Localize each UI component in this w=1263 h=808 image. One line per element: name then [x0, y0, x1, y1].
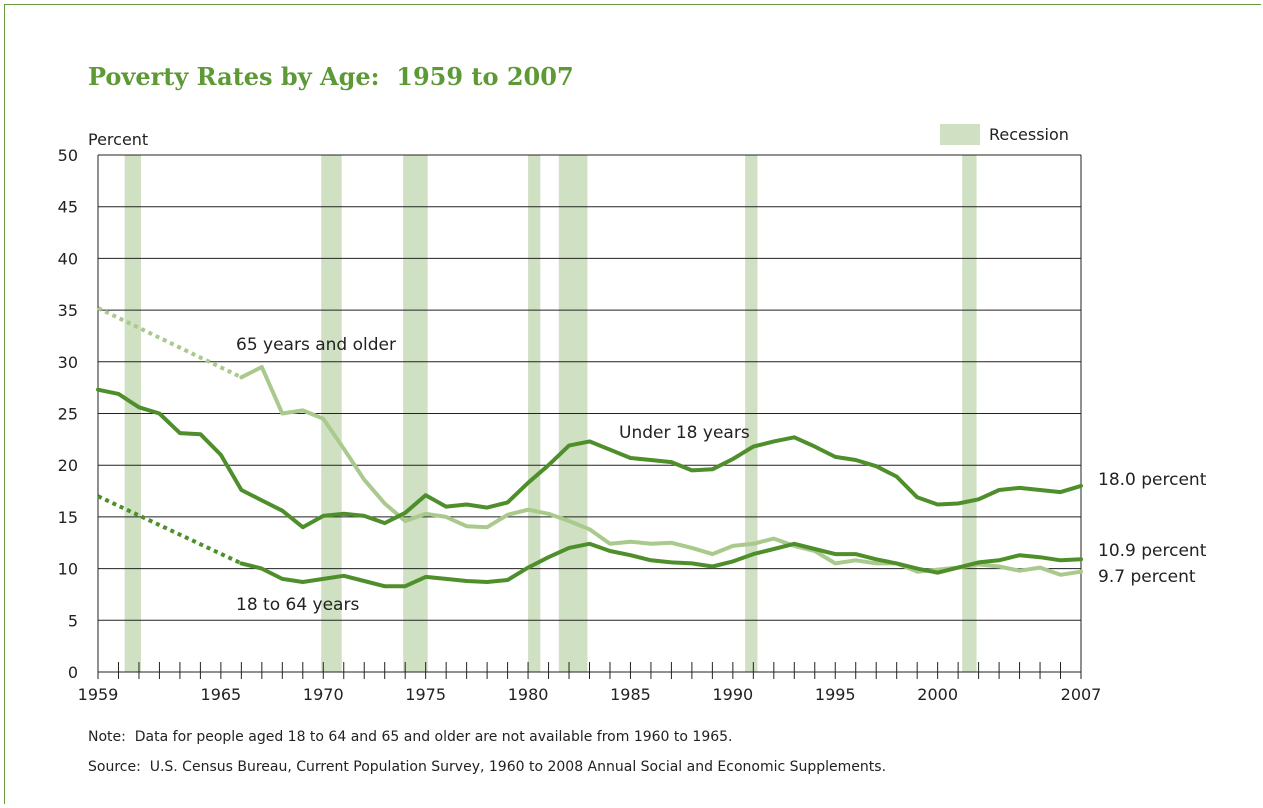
x-tick-label-1965: 1965 — [201, 685, 242, 704]
note-text: Note: Data for people aged 18 to 64 and … — [88, 729, 733, 745]
x-tick-label-1975: 1975 — [405, 685, 446, 704]
series-1-gap-segment — [97, 306, 243, 380]
label-under-18-years: Under 18 years — [619, 423, 750, 443]
series-line-under-18-years — [96, 387, 1083, 530]
legend-swatch — [940, 124, 980, 145]
end-label-18-to-64: 10.9 percent — [1098, 541, 1207, 561]
y-tick-label-20: 20 — [58, 456, 78, 475]
end-label-under-18: 18.0 percent — [1098, 470, 1207, 490]
x-tick-label-1970: 1970 — [303, 685, 344, 704]
x-tick-label-1995: 1995 — [815, 685, 856, 704]
series-lines — [96, 306, 1083, 589]
label-18-to-64-years: 18 to 64 years — [236, 595, 359, 615]
x-tick-label-1985: 1985 — [610, 685, 651, 704]
y-tick-label-40: 40 — [58, 249, 78, 268]
y-tick-label-5: 5 — [68, 611, 78, 630]
x-tick-label-2007: 2007 — [1061, 685, 1102, 704]
label-65-years-and-older: 65 years and older — [236, 335, 396, 355]
y-tick-label-45: 45 — [58, 198, 78, 217]
x-tick-label-1980: 1980 — [508, 685, 549, 704]
y-tick-label-0: 0 — [68, 663, 78, 682]
source-text: Source: U.S. Census Bureau, Current Popu… — [88, 759, 887, 775]
chart-frame — [4, 4, 1261, 804]
gridlines — [98, 154, 1081, 621]
y-tick-label-15: 15 — [58, 508, 78, 527]
series-line-65-years-and-older — [239, 365, 1083, 577]
y-tick-label-25: 25 — [58, 405, 78, 424]
y-tick-label-10: 10 — [58, 560, 78, 579]
x-tick-label-2000: 2000 — [917, 685, 958, 704]
y-tick-label-30: 30 — [58, 353, 78, 372]
series-2-gap-segment — [97, 494, 243, 566]
legend-label: Recession — [989, 125, 1069, 144]
y-axis-label: Percent — [88, 130, 148, 149]
x-tick-label-1990: 1990 — [712, 685, 753, 704]
chart-labels: 65 years and older Under 18 years 18 to 64… — [236, 335, 1207, 615]
end-label-65-older: 9.7 percent — [1098, 567, 1196, 587]
axes: 0 5 10 15 20 25 30 35 40 45 50 1959 1965 1970 1975 1980… — [58, 124, 1102, 704]
x-tick-label-1959: 1959 — [78, 685, 119, 704]
chart-title: Poverty Rates by Age: 1959 to 2007 — [88, 62, 574, 91]
y-tick-label-50: 50 — [58, 146, 78, 165]
series-line-18-to-64-years — [239, 541, 1083, 589]
y-tick-label-35: 35 — [58, 301, 78, 320]
